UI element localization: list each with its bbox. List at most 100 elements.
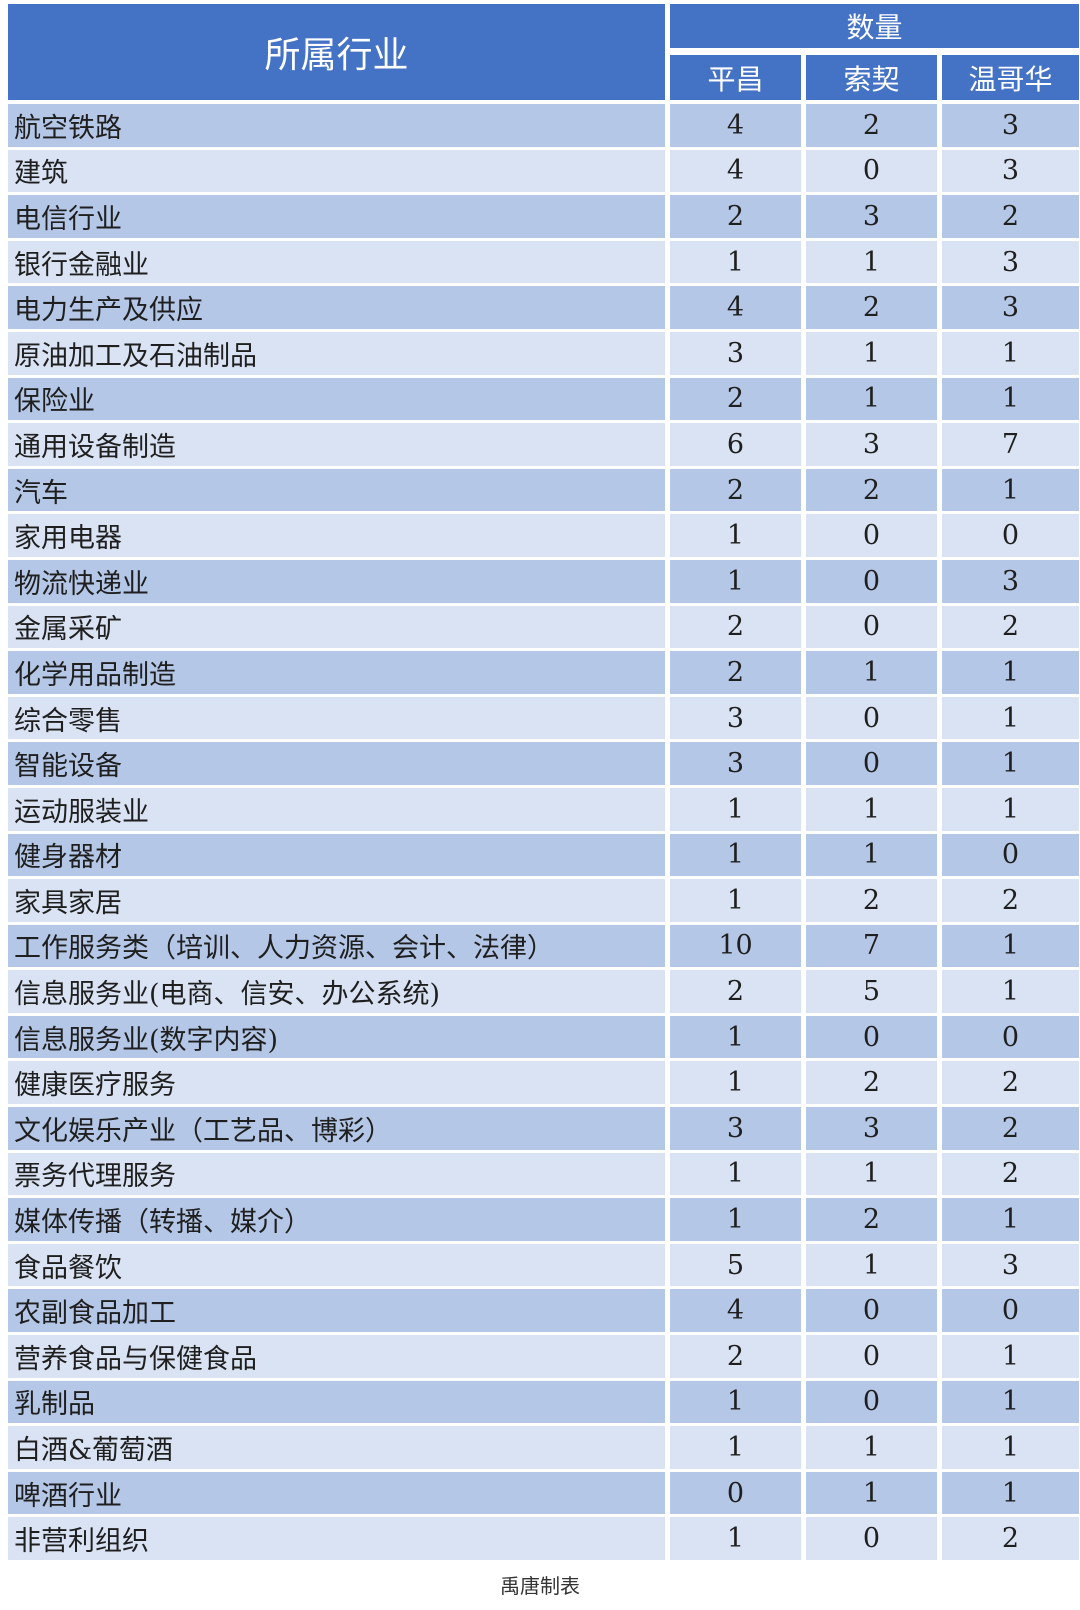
pyeongchang-cell: 1 [670,1015,801,1059]
vancouver-cell: 2 [942,195,1079,238]
pyeongchang-cell: 3 [670,331,801,375]
vancouver-cell: 2 [942,1517,1079,1560]
caption: 禹唐制表 [500,1574,580,1598]
industry-cell: 建筑 [8,149,665,193]
vancouver-cell: 2 [942,1061,1079,1105]
pyeongchang-cell: 10 [670,924,801,968]
vancouver-cell: 1 [942,331,1079,375]
pyeongchang-cell: 3 [670,742,801,785]
table-row: 航空铁路 4 2 3 [8,102,1079,148]
vancouver-cell: 1 [942,468,1079,512]
table-row: 信息服务业(电商、信安、办公系统) 2 5 1 [8,968,1079,1014]
table-row: 电力生产及供应 4 2 3 [8,284,1079,330]
table-row: 白酒&葡萄酒 1 1 1 [8,1424,1079,1470]
sochi-cell: 0 [806,514,937,557]
table-row: 原油加工及石油制品 3 1 1 [8,330,1079,376]
table-row: 信息服务业(数字内容) 1 0 0 [8,1014,1079,1060]
table-row: 家具家居 1 2 2 [8,877,1079,923]
table-row: 家用电器 1 0 0 [8,512,1079,558]
table-body: 航空铁路 4 2 3 建筑 4 0 3 电信行业 2 3 2 银行金融业 1 1 3 电力生产及供应 4 2 3 原油加… [8,102,1079,1561]
pyeongchang-cell: 3 [670,1107,801,1150]
vancouver-cell: 3 [942,149,1079,193]
industry-cell: 保险业 [8,377,665,421]
industry-cell: 智能设备 [8,742,665,785]
header-vancouver: 温哥华 [942,55,1079,100]
sochi-cell: 0 [806,1289,937,1333]
industry-cell: 原油加工及石油制品 [8,331,665,375]
vancouver-cell: 2 [942,1152,1079,1196]
sochi-cell: 1 [806,651,937,694]
industry-cell: 啤酒行业 [8,1471,665,1515]
vancouver-cell: 0 [942,833,1079,877]
sochi-cell: 0 [806,696,937,740]
vancouver-cell: 1 [942,742,1079,785]
sochi-cell: 2 [806,468,937,512]
table-row: 电信行业 2 3 2 [8,193,1079,239]
table-row: 汽车 2 2 1 [8,467,1079,513]
sochi-cell: 1 [806,833,937,877]
sochi-cell: 1 [806,377,937,421]
header-industry: 所属行业 [8,4,665,100]
pyeongchang-cell: 1 [670,240,801,284]
industry-cell: 票务代理服务 [8,1152,665,1196]
industry-table: 所属行业 数量 平昌 索契 温哥华 航空铁路 4 2 3 建筑 4 0 3 电信行业 2 3 2 银行金… [8,4,1079,1561]
header-quantity: 数量 [670,4,1079,48]
table-row: 综合零售 3 0 1 [8,695,1079,741]
vancouver-cell: 0 [942,1289,1079,1333]
vancouver-cell: 2 [942,879,1079,922]
industry-cell: 营养食品与保健食品 [8,1335,665,1378]
table-row: 票务代理服务 1 1 2 [8,1151,1079,1197]
pyeongchang-cell: 1 [670,1380,801,1424]
table-row: 化学用品制造 2 1 1 [8,649,1079,695]
pyeongchang-cell: 1 [670,1152,801,1196]
vancouver-cell: 3 [942,1243,1079,1287]
pyeongchang-cell: 1 [670,1198,801,1241]
industry-cell: 电信行业 [8,195,665,238]
pyeongchang-cell: 1 [670,1517,801,1560]
industry-cell: 食品餐饮 [8,1243,665,1287]
pyeongchang-cell: 2 [670,195,801,238]
pyeongchang-cell: 1 [670,559,801,603]
pyeongchang-cell: 1 [670,833,801,877]
pyeongchang-cell: 2 [670,651,801,694]
pyeongchang-cell: 1 [670,787,801,831]
table-row: 文化娱乐产业（工艺品、博彩） 3 3 2 [8,1105,1079,1151]
sochi-cell: 1 [806,331,937,375]
vancouver-cell: 1 [942,696,1079,740]
table-row: 通用设备制造 6 3 7 [8,421,1079,467]
pyeongchang-cell: 0 [670,1471,801,1515]
sochi-cell: 0 [806,1380,937,1424]
header-sochi: 索契 [806,55,937,100]
vancouver-cell: 1 [942,651,1079,694]
sochi-cell: 2 [806,1198,937,1241]
industry-cell: 非营利组织 [8,1517,665,1560]
table-row: 乳制品 1 0 1 [8,1379,1079,1425]
table-row: 银行金融业 1 1 3 [8,239,1079,285]
sochi-cell: 1 [806,1471,937,1515]
table-row: 保险业 2 1 1 [8,376,1079,422]
table-row: 健身器材 1 1 0 [8,832,1079,878]
industry-cell: 家具家居 [8,879,665,922]
pyeongchang-cell: 4 [670,149,801,193]
table-row: 食品餐饮 5 1 3 [8,1242,1079,1288]
sochi-cell: 5 [806,970,937,1013]
table-row: 农副食品加工 4 0 0 [8,1287,1079,1333]
vancouver-cell: 3 [942,240,1079,284]
vancouver-cell: 1 [942,1198,1079,1241]
sochi-cell: 1 [806,1243,937,1287]
vancouver-cell: 1 [942,1426,1079,1469]
industry-cell: 农副食品加工 [8,1289,665,1333]
industry-cell: 白酒&葡萄酒 [8,1426,665,1469]
vancouver-cell: 0 [942,1015,1079,1059]
sochi-cell: 3 [806,195,937,238]
sochi-cell: 1 [806,1426,937,1469]
sochi-cell: 2 [806,286,937,329]
pyeongchang-cell: 4 [670,286,801,329]
table-row: 啤酒行业 0 1 1 [8,1470,1079,1516]
pyeongchang-cell: 6 [670,423,801,466]
sochi-cell: 0 [806,742,937,785]
industry-cell: 汽车 [8,468,665,512]
pyeongchang-cell: 1 [670,1061,801,1105]
vancouver-cell: 3 [942,104,1079,147]
sochi-cell: 0 [806,1517,937,1560]
